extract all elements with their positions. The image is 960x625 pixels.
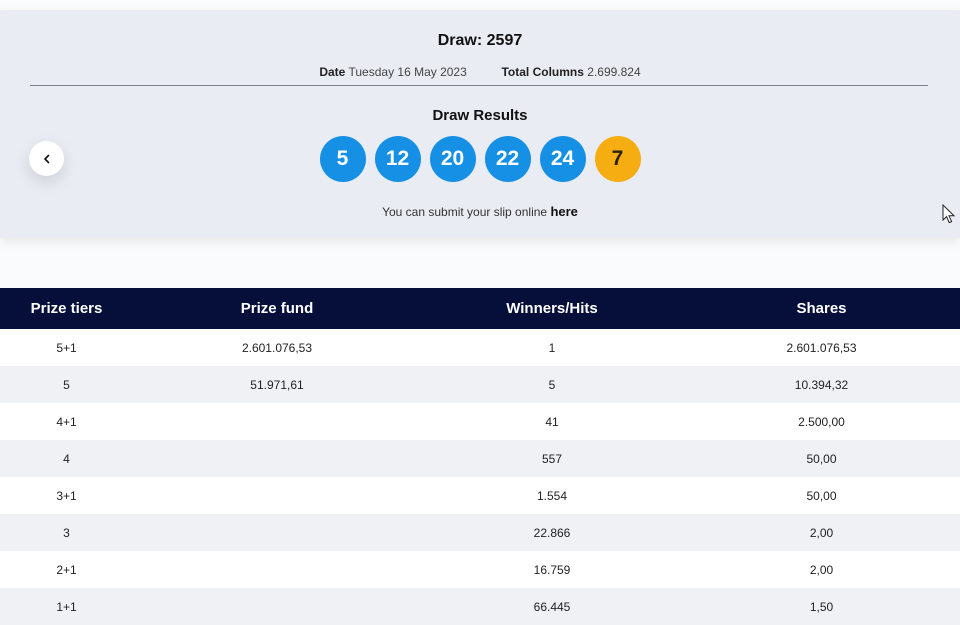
shares-cell: 10.394,32 [794,377,849,392]
prize-tier-cell: 5+1 [56,340,77,355]
header-shares: Shares [796,300,847,317]
result-number-ball: 20 [429,136,476,182]
prize-fund-cell [133,514,421,551]
shares-cell: 2.500,00 [798,414,845,429]
submit-note-text: You can submit your slip online [382,205,548,219]
previous-draw-button[interactable] [29,141,64,176]
draw-title: Draw: 2597 [437,32,523,49]
date-value: Tuesday 16 May 2023 [348,65,467,79]
chevron-left-icon [43,154,49,163]
table-row: 1+1 66.445 1,50 [0,588,960,625]
columns-label: Total Columns [501,65,584,79]
winners-cell: 5 [548,377,556,392]
winners-cell: 1 [548,340,556,355]
shares-cell: 50,00 [806,451,837,466]
prize-fund-cell [133,588,421,625]
table-row: 2+1 16.759 2,00 [0,551,960,588]
draw-panel: Draw: 2597 Date Tuesday 16 May 2023 Tota… [0,10,960,238]
header-prize-fund: Prize fund [240,300,314,317]
shares-cell: 2,00 [809,562,834,577]
winners-cell: 557 [541,451,563,466]
header-prize-tiers: Prize tiers [30,300,103,317]
prize-tier-cell: 3+1 [56,488,77,503]
submit-here-link[interactable]: here [550,204,578,219]
shares-cell: 2,00 [809,525,834,540]
result-number-ball: 12 [374,136,421,182]
bonus-number-ball: 7 [594,136,641,182]
date-label: Date [319,65,346,79]
prize-fund-cell [133,403,421,440]
prize-table-container: Prize tiers Prize fund Winners/Hits Shar… [0,288,960,625]
mouse-cursor-icon [942,204,956,224]
prize-tier-cell: 4+1 [56,414,77,429]
prize-fund-cell [133,440,421,477]
prize-tier-cell: 4 [63,451,70,466]
shares-cell: 2.601.076,53 [786,340,857,355]
header-winners-hits: Winners/Hits [506,300,598,317]
prize-tier-cell: 2+1 [56,562,77,577]
winners-cell: 16.759 [533,562,571,577]
prize-fund-cell [133,477,421,514]
prize-fund-cell: 51.971,61 [250,377,304,392]
result-number-ball: 24 [539,136,586,182]
prize-tier-cell: 1+1 [56,599,77,614]
columns-value: 2.699.824 [587,65,641,79]
prize-fund-cell: 2.601.076,53 [241,340,313,355]
table-row: 3 22.866 2,00 [0,514,960,551]
prize-fund-cell [133,551,421,588]
prize-tier-cell: 3 [63,525,70,540]
draw-meta: Date Tuesday 16 May 2023 Total Columns 2… [0,65,960,79]
prize-tier-cell: 5 [63,377,70,392]
table-row: 4 557 50,00 [0,440,960,477]
table-row: 3+1 1.554 50,00 [0,477,960,514]
table-row: 5+1 2.601.076,53 1 2.601.076,53 [0,329,960,366]
winners-cell: 41 [545,414,559,429]
top-strip [0,0,960,10]
submit-note: You can submit your slip online here [0,204,960,219]
winners-cell: 66.445 [533,599,571,614]
divider [30,85,928,86]
table-row: 5 51.971,61 5 10.394,32 [0,366,960,403]
winners-cell: 22.866 [533,525,571,540]
table-row: 4+1 41 2.500,00 [0,403,960,440]
result-number-ball: 5 [319,136,366,182]
prize-table: Prize tiers Prize fund Winners/Hits Shar… [0,288,960,625]
result-number-ball: 22 [484,136,531,182]
draw-results-title: Draw Results [432,107,528,124]
result-balls: 5 12 20 22 24 7 [0,136,960,182]
shares-cell: 1,50 [809,599,834,614]
winners-cell: 1.554 [536,488,568,503]
shares-cell: 50,00 [806,488,837,503]
table-header-row: Prize tiers Prize fund Winners/Hits Shar… [0,288,960,329]
